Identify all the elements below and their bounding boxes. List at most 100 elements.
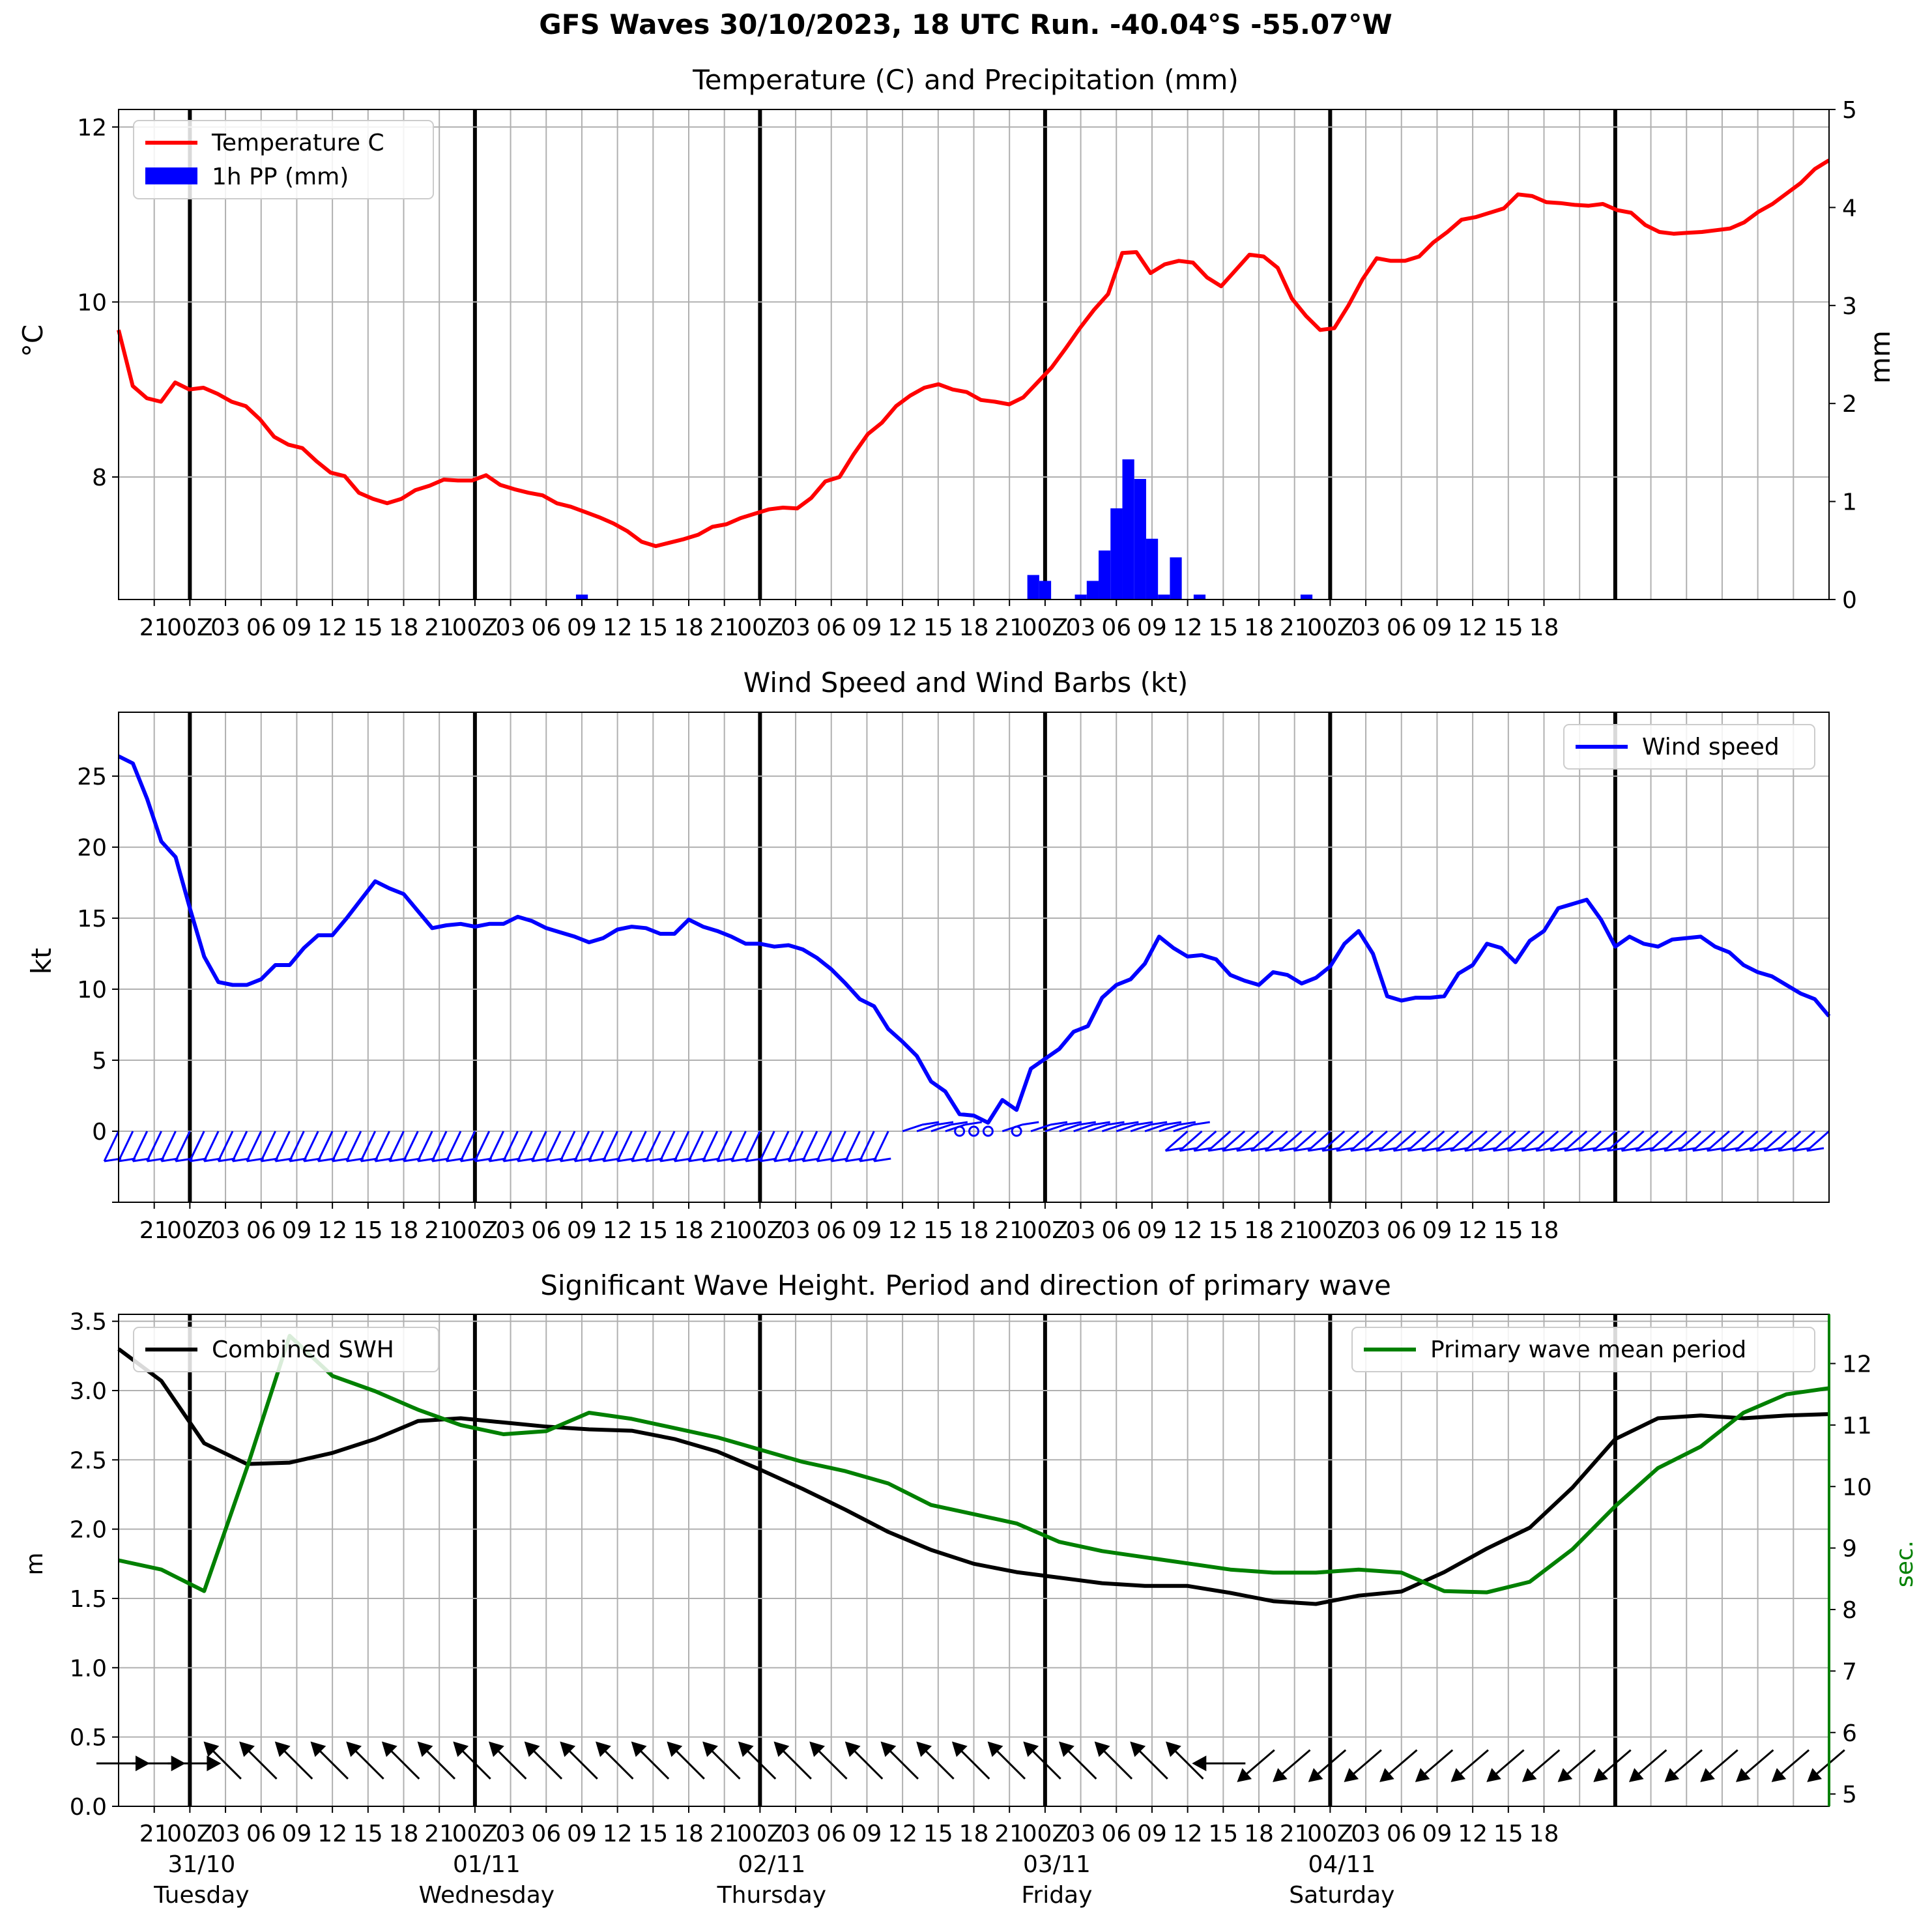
wind-barb-flag	[275, 1157, 293, 1163]
wind-barb-flag	[1236, 1147, 1254, 1152]
x-tick-label: 18	[674, 1821, 704, 1847]
x-tick-label: 03	[210, 614, 240, 641]
wave-direction-arrow	[637, 1747, 670, 1780]
wind-barb	[146, 1131, 162, 1162]
wind-barb-flag	[289, 1157, 307, 1163]
x-tick-label: 00Z	[167, 1217, 212, 1244]
wind-barb	[445, 1131, 462, 1162]
wind-barb-flag	[688, 1157, 706, 1163]
x-tick-label: 09	[1422, 1217, 1452, 1244]
wave-direction-arrow	[1349, 1749, 1382, 1778]
precip-bar	[1086, 581, 1099, 599]
wind-barb-flag	[702, 1157, 720, 1163]
wind-barb-flag	[446, 1157, 464, 1163]
legend-label: Combined SWH	[212, 1336, 394, 1363]
wind-barb	[844, 1131, 861, 1162]
x-tick-label: 06	[816, 1217, 846, 1244]
wind-barb	[302, 1131, 319, 1162]
wind-barb	[1649, 1130, 1673, 1152]
wind-barb	[1392, 1130, 1417, 1152]
wave-direction-arrow	[1527, 1749, 1561, 1778]
x-tick-label: 15	[353, 1821, 383, 1847]
wave-direction-arrow	[1777, 1749, 1810, 1778]
wind-barb-calm	[1011, 1125, 1022, 1137]
wave-direction-arrow	[566, 1747, 598, 1780]
wave-direction-arrowhead	[274, 1741, 291, 1757]
y2-tick-label: 11	[1842, 1413, 1872, 1439]
wind-barb	[1621, 1130, 1645, 1152]
panel3-ylabel: m	[22, 1552, 48, 1575]
x-tick-label: 18	[1244, 614, 1274, 641]
day-date-label: 04/11	[1308, 1851, 1376, 1878]
wind-barb-flag	[816, 1157, 834, 1163]
wind-barb	[1116, 1123, 1136, 1133]
y2-tick-label: 5	[1842, 97, 1857, 124]
wind-barb	[331, 1131, 348, 1162]
wave-direction-arrowhead	[1771, 1768, 1787, 1782]
wave-direction-arrow	[1599, 1749, 1632, 1778]
wave-direction-arrowhead	[987, 1741, 1003, 1757]
panel1-y2label: mm	[1864, 330, 1896, 384]
figure-title: GFS Waves 30/10/2023, 18 UTC Run. -40.04…	[539, 8, 1392, 40]
x-tick-label: 00Z	[1307, 614, 1353, 641]
wind-barb-flag	[1178, 1121, 1196, 1126]
wind-barb	[1492, 1130, 1516, 1152]
wave-direction-arrow	[1741, 1749, 1774, 1778]
wind-barb-flag	[1222, 1147, 1240, 1152]
wave-direction-arrowhead	[1415, 1768, 1430, 1782]
x-tick-label: 15	[1208, 1217, 1238, 1244]
y-tick-label: 0.0	[70, 1794, 107, 1821]
wind-barb-flag	[147, 1157, 164, 1163]
wave-direction-arrow	[1243, 1749, 1275, 1778]
wave-direction-arrow	[530, 1747, 563, 1780]
wind-barb-flag	[731, 1157, 749, 1163]
x-tick-label: 06	[1101, 614, 1131, 641]
wind-barb-flag	[1607, 1147, 1624, 1152]
wind-barb-flag	[375, 1157, 392, 1163]
x-tick-label: 03	[781, 614, 811, 641]
x-tick-label: 18	[674, 1217, 704, 1244]
x-tick-label: 06	[246, 614, 276, 641]
wind-barb	[872, 1131, 889, 1162]
wind-barb	[416, 1131, 433, 1162]
wave-direction-arrow	[1706, 1749, 1738, 1778]
wind-barb-flag	[190, 1157, 207, 1163]
wind-barb-flag	[1293, 1147, 1311, 1152]
wind-barb	[1088, 1123, 1108, 1133]
y-tick-label: 8	[92, 465, 107, 491]
y-tick-label: 12	[77, 115, 107, 141]
panel3-title: Significant Wave Height. Period and dire…	[540, 1269, 1391, 1301]
x-tick-label: 12	[887, 1217, 917, 1244]
wave-direction-arrowhead	[596, 1741, 611, 1757]
x-tick-label: 18	[959, 1217, 989, 1244]
x-tick-label: 06	[1387, 1217, 1417, 1244]
wind-barb	[1763, 1130, 1787, 1152]
x-tick-label: 09	[1422, 614, 1452, 641]
wind-barb	[1678, 1130, 1702, 1152]
wave-direction-arrowhead	[310, 1741, 326, 1757]
wind-barb-flag	[1093, 1121, 1110, 1126]
wind-barb	[1564, 1130, 1588, 1152]
x-tick-label: 03	[210, 1217, 240, 1244]
x-tick-label: 21	[994, 1217, 1024, 1244]
wind-barb-flag	[1422, 1147, 1439, 1152]
wave-direction-arrow	[1171, 1747, 1204, 1780]
wind-barb-flag	[1521, 1147, 1539, 1152]
legend-box	[133, 1327, 439, 1372]
wind-barb-flag	[1650, 1147, 1667, 1152]
wind-barb	[1435, 1130, 1460, 1152]
wave-direction-arrow	[815, 1747, 848, 1780]
wind-barb-flag	[232, 1157, 250, 1163]
x-tick-label: 12	[1458, 1821, 1488, 1847]
wind-barb-flag	[246, 1157, 264, 1163]
x-tick-label: 18	[1529, 614, 1559, 641]
wave-direction-arrowhead	[631, 1741, 647, 1757]
wind-panel: Wind Speed and Wind Barbs (kt) kt 0 5 10 15…	[25, 667, 1831, 1244]
wind-barb	[231, 1131, 248, 1162]
x-tick-label: 03	[1351, 614, 1381, 641]
panel1-title: Temperature (C) and Precipitation (mm)	[692, 64, 1239, 96]
wind-barb	[945, 1123, 966, 1133]
wind-barb-flag	[1308, 1147, 1325, 1152]
wind-barb-flag	[474, 1157, 492, 1163]
x-tick-label: 18	[959, 614, 989, 641]
